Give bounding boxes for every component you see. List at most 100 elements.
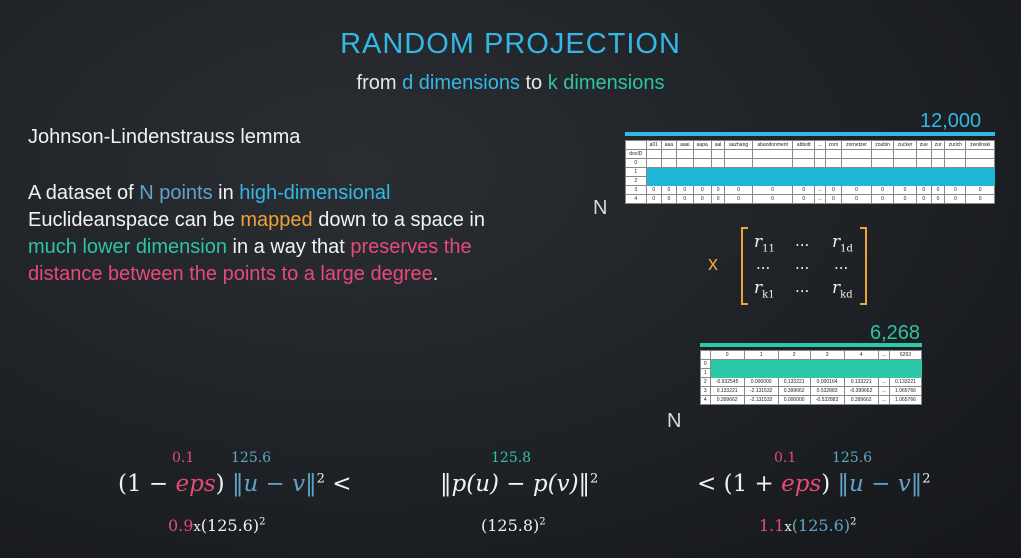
subtitle-to: to	[525, 72, 543, 94]
paragraph-segment: down to a space in	[312, 209, 485, 231]
table-cell	[724, 167, 753, 177]
table-cell: 0.000000	[743, 377, 779, 387]
table-cell	[660, 176, 678, 186]
table-cell	[814, 158, 826, 168]
table-header-row: 0 1 2 3 4... 6263	[700, 350, 923, 360]
table-cell: 0.532883	[809, 386, 845, 396]
table-cell: 4	[700, 395, 711, 405]
matrix-dots-bottom: ...	[795, 278, 810, 296]
table-cell	[870, 176, 895, 186]
table-header-cell: aapa	[692, 140, 712, 150]
table-cell: 0	[841, 185, 872, 195]
table-cell: 0	[824, 194, 843, 204]
table-header-row: a01 aaa aaai aapa aal aazhang abandonment abbot…	[625, 140, 995, 150]
table-cell: 0	[751, 185, 794, 195]
table-cell	[777, 359, 811, 369]
table2-rows-label: N	[667, 410, 682, 432]
table-cell	[944, 176, 967, 186]
table-cell: 0	[930, 185, 946, 195]
table-cell	[676, 167, 694, 177]
table-cell	[709, 359, 745, 369]
table-cell: 0.000164	[809, 377, 845, 387]
table-cell	[660, 167, 678, 177]
table-cell	[893, 158, 917, 168]
table-cell	[841, 167, 872, 177]
table-cell: 0	[676, 185, 694, 195]
table-cell: 0	[792, 185, 816, 195]
table-cell	[824, 158, 843, 168]
table-cell	[870, 149, 895, 159]
table-cell	[814, 167, 826, 177]
table-cell	[676, 158, 694, 168]
lemma-title: Johnson-Lindenstrauss lemma	[28, 126, 301, 148]
table-row: 1	[700, 368, 923, 378]
table-cell	[692, 167, 712, 177]
lemma-paragraph: A dataset of N points in high-dimensiona…	[28, 180, 498, 288]
table-cell	[660, 149, 678, 159]
table-row: 2 -0.932545 0.000000 0.133221 0.000164 0.1332…	[700, 377, 923, 387]
table-cell	[792, 158, 816, 168]
table1: a01 aaa aaai aapa aal aazhang abandonment abbot…	[625, 140, 995, 204]
table-row: 3 0.133221 -2.131532 0.399662 0.532883 -0.399…	[700, 386, 923, 396]
table-header-cell: abandonment	[751, 140, 794, 150]
table-cell: 0	[660, 194, 678, 204]
table-cell	[824, 167, 843, 177]
table-cell: 0	[710, 185, 726, 195]
paragraph-segment: in	[212, 182, 240, 204]
table-header-cell: 3	[809, 350, 845, 360]
table-cell: -2.131532	[743, 386, 779, 396]
table-cell: 0	[645, 194, 662, 204]
table-cell	[751, 176, 794, 186]
table-cell: 0.133221	[888, 377, 923, 387]
table-cell: -0.532883	[809, 395, 845, 405]
matrix-dots-mid-right: ...	[834, 255, 849, 273]
left-formula: (1 − eps) ‖u − v‖2 <	[118, 471, 352, 497]
table-header-cell: zur	[930, 140, 946, 150]
table-cell	[965, 149, 995, 159]
table-header-cell: a01	[645, 140, 662, 150]
table-cell: 0	[710, 194, 726, 204]
table-row: 0	[625, 158, 995, 168]
table-row: 1	[625, 167, 995, 177]
table-cell	[915, 149, 932, 159]
table-cell: 0	[893, 185, 917, 195]
table-cell	[809, 368, 845, 378]
table-header-cell: zwolinski	[965, 140, 995, 150]
table-header-cell	[625, 140, 647, 150]
table-cell	[660, 158, 678, 168]
paragraph-segment: preserves the distance between the point…	[28, 236, 472, 285]
paragraph-segment: mapped	[240, 209, 313, 231]
table-header-cell: zornetzer	[841, 140, 872, 150]
table-cell	[944, 149, 967, 159]
multiply-symbol: x	[708, 253, 718, 275]
table-cell: 1	[700, 368, 711, 378]
left-dist-value: 125.6	[231, 450, 272, 466]
table-cell: 0.399662	[709, 395, 745, 405]
table-cell: 0	[751, 194, 794, 204]
table-cell: 0	[824, 185, 843, 195]
table-cell: 2	[700, 377, 711, 387]
table2: 0 1 2 3 4... 6263 0 1 2 -0.932545 0.000000 0.133221…	[700, 350, 923, 405]
table-cell	[645, 176, 662, 186]
table-cell: ...	[877, 377, 890, 387]
paragraph-segment: much lower dimension	[28, 236, 227, 258]
table-cell	[877, 368, 890, 378]
table-header-cell: 1	[743, 350, 779, 360]
table-row: 0	[700, 359, 923, 369]
table-cell	[692, 176, 712, 186]
middle-formula: ‖p(u) − p(v)‖2	[440, 471, 599, 497]
table-cell: 0	[692, 194, 712, 204]
table-row: 3 0 0 0 0 0 0 0 0... 0 0 0 0 0 0 0 0	[625, 185, 995, 195]
table-cell: 0	[724, 194, 753, 204]
table-cell	[965, 158, 995, 168]
table-row: docID	[625, 149, 995, 159]
paragraph-segment: N points	[139, 182, 213, 204]
table-cell	[930, 167, 946, 177]
table-cell	[692, 158, 712, 168]
table-header-cell: aazhang	[724, 140, 753, 150]
table-cell: 0	[915, 194, 932, 204]
table-cell	[751, 158, 794, 168]
table-header-cell: zoubin	[870, 140, 895, 150]
table-cell	[915, 176, 932, 186]
table-cell: 0	[676, 194, 694, 204]
